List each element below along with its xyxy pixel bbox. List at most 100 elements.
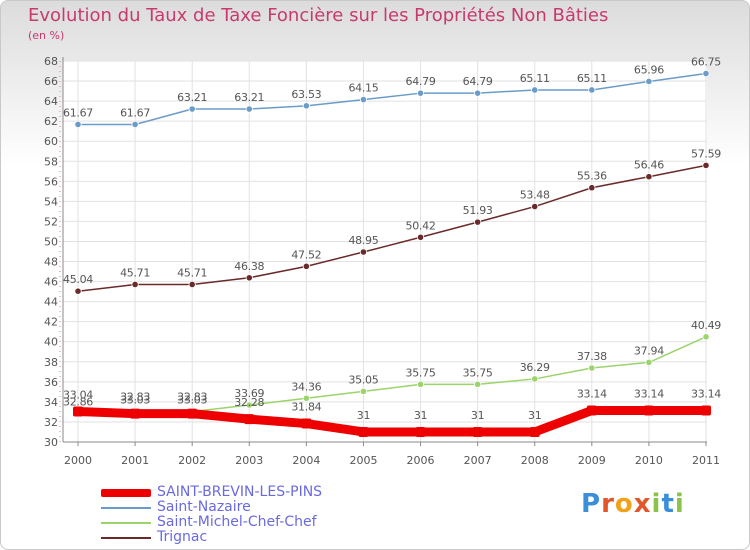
data-point <box>701 405 711 416</box>
data-point <box>645 173 653 181</box>
legend-item: Saint-Nazaire <box>101 500 322 515</box>
y-tick-label: 34 <box>44 396 58 409</box>
y-tick-label: 66 <box>44 75 58 88</box>
data-point <box>702 161 710 169</box>
data-point <box>702 69 710 78</box>
x-tick-label: 2005 <box>349 454 377 467</box>
data-point <box>416 233 425 241</box>
data-label: 33.14 <box>577 388 607 401</box>
brand-letter: o <box>614 489 634 519</box>
legend-label: SAINT-BREVIN-LES-PINS <box>157 484 323 500</box>
data-label: 37.38 <box>577 350 607 363</box>
data-point <box>74 120 82 129</box>
data-point <box>73 406 83 417</box>
data-point <box>245 105 253 113</box>
y-tick-label: 48 <box>44 256 58 269</box>
data-label: 33.14 <box>634 388 664 401</box>
data-label: 31 <box>528 409 541 422</box>
y-tick-label: 46 <box>44 276 58 289</box>
legend-item: Trignac <box>101 530 322 545</box>
data-label: 31 <box>414 409 427 422</box>
data-point <box>359 387 368 395</box>
legend: SAINT-BREVIN-LES-PINS Saint-Nazaire Sain… <box>101 485 322 545</box>
data-label: 32.83 <box>177 391 207 404</box>
brand-letter: P <box>581 489 602 519</box>
data-point <box>472 426 483 437</box>
data-point <box>643 405 654 416</box>
x-tick-label: 2010 <box>635 454 663 467</box>
data-label: 48.95 <box>348 234 378 247</box>
brand-letter: x <box>633 489 652 519</box>
data-label: 65.96 <box>634 63 664 76</box>
unit-label: (en %) <box>28 29 65 42</box>
data-label: 63.21 <box>177 91 207 104</box>
y-tick-label: 38 <box>44 356 58 369</box>
data-point <box>188 105 196 113</box>
y-tick-label: 64 <box>44 95 58 108</box>
line-chart: 30 32 34 36 38 40 42 44 46 48 50 52 54 56 58 60 62 64 66 68… <box>44 55 722 467</box>
data-point <box>645 77 653 86</box>
data-label: 61.67 <box>120 106 150 119</box>
data-point <box>245 401 253 409</box>
data-label: 64.15 <box>348 82 378 95</box>
y-tick-label: 62 <box>44 115 58 128</box>
data-label: 61.67 <box>63 106 93 119</box>
data-label: 63.21 <box>234 91 264 104</box>
data-point <box>474 89 482 97</box>
data-point <box>416 89 425 97</box>
legend-item: Saint-Michel-Chef-Chef <box>101 515 322 530</box>
y-tick-label: 58 <box>44 155 58 168</box>
data-point <box>187 408 198 419</box>
data-point <box>302 394 310 402</box>
legend-swatch <box>101 506 151 509</box>
data-point <box>415 426 426 437</box>
data-label: 36.29 <box>520 361 550 374</box>
y-tick-label: 50 <box>44 235 58 248</box>
y-tick-label: 54 <box>44 195 58 208</box>
brand-letter: r <box>601 489 615 519</box>
data-label: 32.83 <box>120 391 150 404</box>
data-point <box>586 405 597 416</box>
data-point <box>245 274 253 282</box>
legend-label: Saint-Michel-Chef-Chef <box>157 514 317 530</box>
data-point <box>130 408 141 419</box>
data-point <box>302 102 310 110</box>
data-label: 53.48 <box>520 189 550 202</box>
y-tick-label: 56 <box>44 175 58 188</box>
data-point <box>131 120 139 129</box>
data-label: 63.53 <box>291 88 321 101</box>
data-point <box>244 414 255 425</box>
legend-swatch <box>101 521 151 524</box>
data-label: 35.05 <box>348 373 378 386</box>
y-tick-label: 30 <box>44 436 58 449</box>
data-label: 50.42 <box>406 219 436 232</box>
data-point <box>131 280 139 289</box>
brand-letter: i <box>651 489 662 519</box>
data-point <box>531 86 539 94</box>
y-tick-label: 40 <box>44 336 58 349</box>
x-tick-label: 2001 <box>121 454 149 467</box>
y-tick-label: 52 <box>44 215 58 228</box>
data-label: 65.11 <box>577 72 607 85</box>
data-point <box>188 280 196 289</box>
data-point <box>702 333 710 341</box>
y-tick-label: 32 <box>44 416 58 429</box>
data-label: 37.94 <box>634 344 664 357</box>
chart-title: Evolution du Taux de Taxe Foncière sur l… <box>28 5 609 26</box>
data-point <box>529 426 540 437</box>
series-line <box>77 164 707 292</box>
data-label: 31 <box>471 409 484 422</box>
data-label: 33.69 <box>234 387 264 400</box>
data-label: 47.52 <box>291 248 321 261</box>
y-tick-label: 42 <box>44 316 58 329</box>
x-tick-label: 2006 <box>407 454 435 467</box>
data-label: 65.11 <box>520 72 550 85</box>
data-point <box>416 380 425 388</box>
data-label: 46.38 <box>234 260 264 273</box>
data-label: 31 <box>357 409 370 422</box>
y-tick-label: 68 <box>44 55 58 68</box>
data-point <box>474 218 482 226</box>
x-tick-label: 2011 <box>692 454 720 467</box>
series-line <box>77 406 706 437</box>
legend-swatch <box>101 536 151 539</box>
